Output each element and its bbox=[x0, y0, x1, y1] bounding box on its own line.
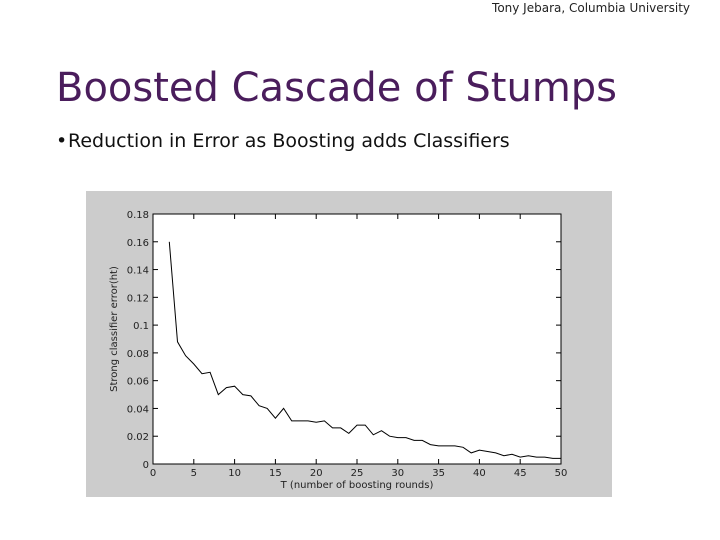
y-tick-label: 0.02 bbox=[127, 432, 149, 443]
x-tick-label: 10 bbox=[228, 468, 241, 479]
x-tick-label: 15 bbox=[269, 468, 282, 479]
x-tick-label: 45 bbox=[514, 468, 527, 479]
x-tick-label: 5 bbox=[191, 468, 197, 479]
plot-area bbox=[152, 213, 562, 465]
y-tick-label: 0 bbox=[143, 460, 149, 471]
x-tick-label: 40 bbox=[473, 468, 486, 479]
y-tick-label: 0.12 bbox=[127, 293, 149, 304]
y-tick-label: 0.06 bbox=[127, 377, 149, 388]
bullet-text: Reduction in Error as Boosting adds Clas… bbox=[68, 130, 510, 152]
y-tick-label: 0.18 bbox=[127, 210, 149, 221]
y-tick-label: 0.08 bbox=[127, 349, 149, 360]
credit: Tony Jebara, Columbia University bbox=[491, 1, 690, 15]
slide-title: Boosted Cascade of Stumps bbox=[56, 65, 617, 111]
y-axis-label: Strong classifier error(ht) bbox=[109, 266, 120, 392]
y-tick-label: 0.14 bbox=[127, 266, 149, 277]
y-tick-label: 0.1 bbox=[133, 321, 149, 332]
x-tick-label: 20 bbox=[310, 468, 323, 479]
x-tick-label: 0 bbox=[150, 468, 156, 479]
x-tick-label: 25 bbox=[351, 468, 364, 479]
y-tick-label: 0.04 bbox=[127, 404, 149, 415]
data-line bbox=[168, 241, 561, 459]
x-tick-label: 30 bbox=[391, 468, 404, 479]
y-tick-label: 0.16 bbox=[127, 238, 149, 249]
x-tick-label: 50 bbox=[555, 468, 568, 479]
x-tick-label: 35 bbox=[432, 468, 445, 479]
bullet-marker: • bbox=[56, 130, 67, 152]
x-axis-label: T (number of boosting rounds) bbox=[280, 480, 434, 491]
